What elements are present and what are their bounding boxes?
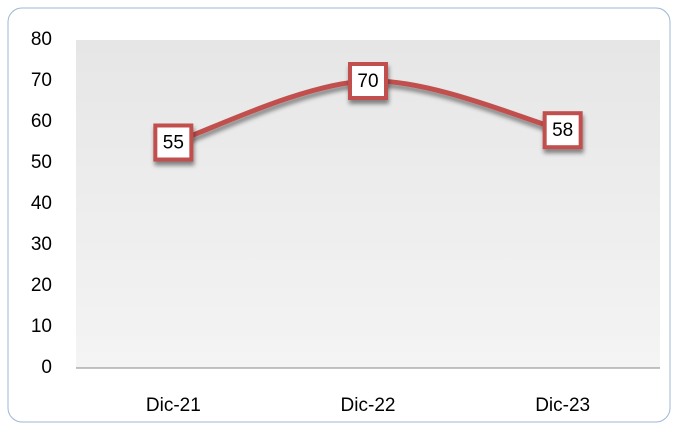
y-tick-label: 60 — [31, 111, 52, 132]
y-tick-label: 80 — [31, 29, 52, 50]
data-label-box — [542, 111, 583, 150]
y-tick-label: 30 — [31, 234, 52, 255]
y-tick-label: 0 — [41, 357, 52, 378]
x-tick-label: Dic-22 — [341, 395, 396, 416]
y-tick-label: 20 — [31, 275, 52, 296]
data-label: 55 — [163, 133, 184, 154]
y-tick-label: 70 — [31, 70, 52, 91]
data-label-box — [348, 62, 388, 100]
y-tick-label: 10 — [31, 316, 52, 337]
x-tick-label: Dic-21 — [146, 395, 201, 416]
data-label: 58 — [552, 120, 573, 141]
y-tick-label: 40 — [31, 193, 52, 214]
x-tick-label: Dic-23 — [535, 395, 590, 416]
data-label-box — [153, 123, 194, 162]
y-tick-label: 50 — [31, 152, 52, 173]
data-label: 70 — [357, 71, 378, 92]
